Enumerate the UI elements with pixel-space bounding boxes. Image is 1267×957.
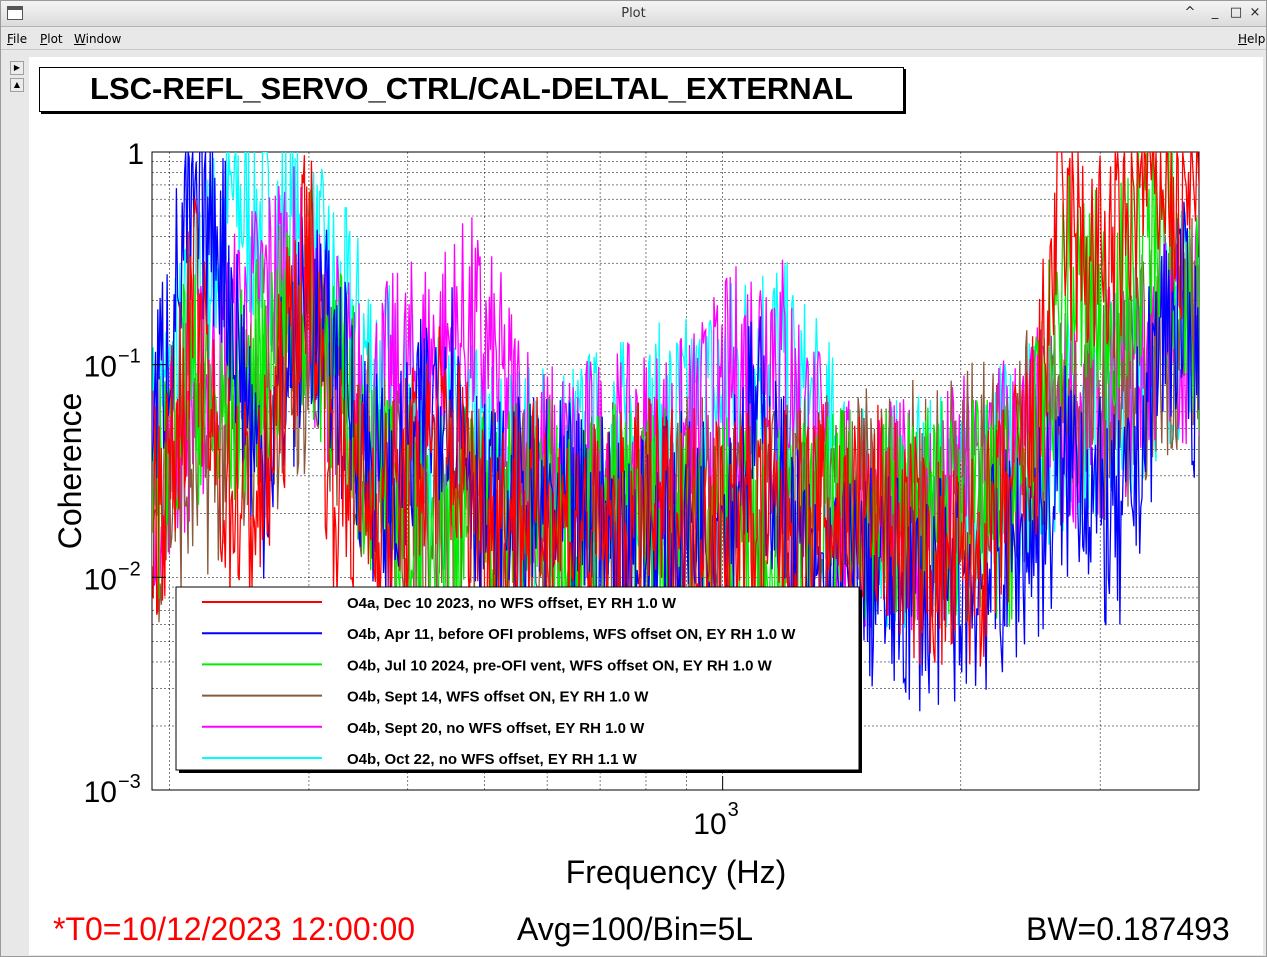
- menu-file[interactable]: File: [7, 32, 28, 46]
- menu-help[interactable]: Help: [1238, 32, 1266, 46]
- window-menu-icon[interactable]: [7, 6, 23, 20]
- legend-label: O4b, Jul 10 2024, pre-OFI vent, WFS offs…: [347, 657, 773, 674]
- t0-label: *T0=10/12/2023 12:00:00: [53, 911, 416, 947]
- y-tick-exponent: −3: [118, 771, 141, 793]
- plot-title: LSC-REFL_SERVO_CTRL/CAL-DELTAL_EXTERNAL: [90, 71, 853, 106]
- x-tick-exponent: 3: [728, 799, 739, 821]
- menu-window[interactable]: Window: [74, 32, 122, 46]
- legend-label: O4a, Dec 10 2023, no WFS offset, EY RH 1…: [347, 595, 677, 612]
- y-tick-label: 10: [84, 776, 117, 809]
- legend-label: O4b, Oct 22, no WFS offset, EY RH 1.1 W: [347, 751, 638, 768]
- x-tick-label: 10: [693, 808, 726, 841]
- legend: O4a, Dec 10 2023, no WFS offset, EY RH 1…: [175, 586, 862, 773]
- legend-box: [175, 586, 860, 771]
- expand-right-icon[interactable]: ▶: [10, 61, 24, 75]
- legend-label: O4b, Sept 14, WFS offset ON, EY RH 1.0 W: [347, 689, 649, 706]
- title-bar[interactable]: Plot ^ _ □ ×: [1, 1, 1266, 27]
- window-title: Plot: [621, 6, 646, 21]
- y-tick-label: 1: [127, 138, 144, 171]
- menu-bar: File Plot Window Help: [1, 28, 1266, 50]
- maximize-button[interactable]: □: [1229, 5, 1243, 20]
- minimize-button[interactable]: _: [1211, 5, 1219, 20]
- y-tick-label: 10: [84, 563, 117, 596]
- x-axis-label: Frequency (Hz): [566, 854, 787, 890]
- legend-label: O4b, Apr 11, before OFI problems, WFS of…: [347, 626, 796, 643]
- collapse-up-icon[interactable]: ▲: [10, 78, 24, 92]
- y-tick-exponent: −1: [118, 346, 141, 368]
- bw-label: BW=0.187493: [1026, 911, 1230, 947]
- y-axis-label: Coherence: [52, 393, 88, 550]
- y-tick-label: 10: [84, 351, 117, 384]
- avg-label: Avg=100/Bin=5L: [517, 911, 754, 947]
- legend-label: O4b, Sept 20, no WFS offset, EY RH 1.0 W: [347, 720, 645, 737]
- plot-title-box: LSC-REFL_SERVO_CTRL/CAL-DELTAL_EXTERNAL: [39, 67, 904, 112]
- menu-plot[interactable]: Plot: [40, 32, 63, 46]
- y-tick-exponent: −2: [118, 558, 141, 580]
- shade-button[interactable]: ^: [1184, 5, 1196, 20]
- close-button[interactable]: ×: [1249, 5, 1261, 20]
